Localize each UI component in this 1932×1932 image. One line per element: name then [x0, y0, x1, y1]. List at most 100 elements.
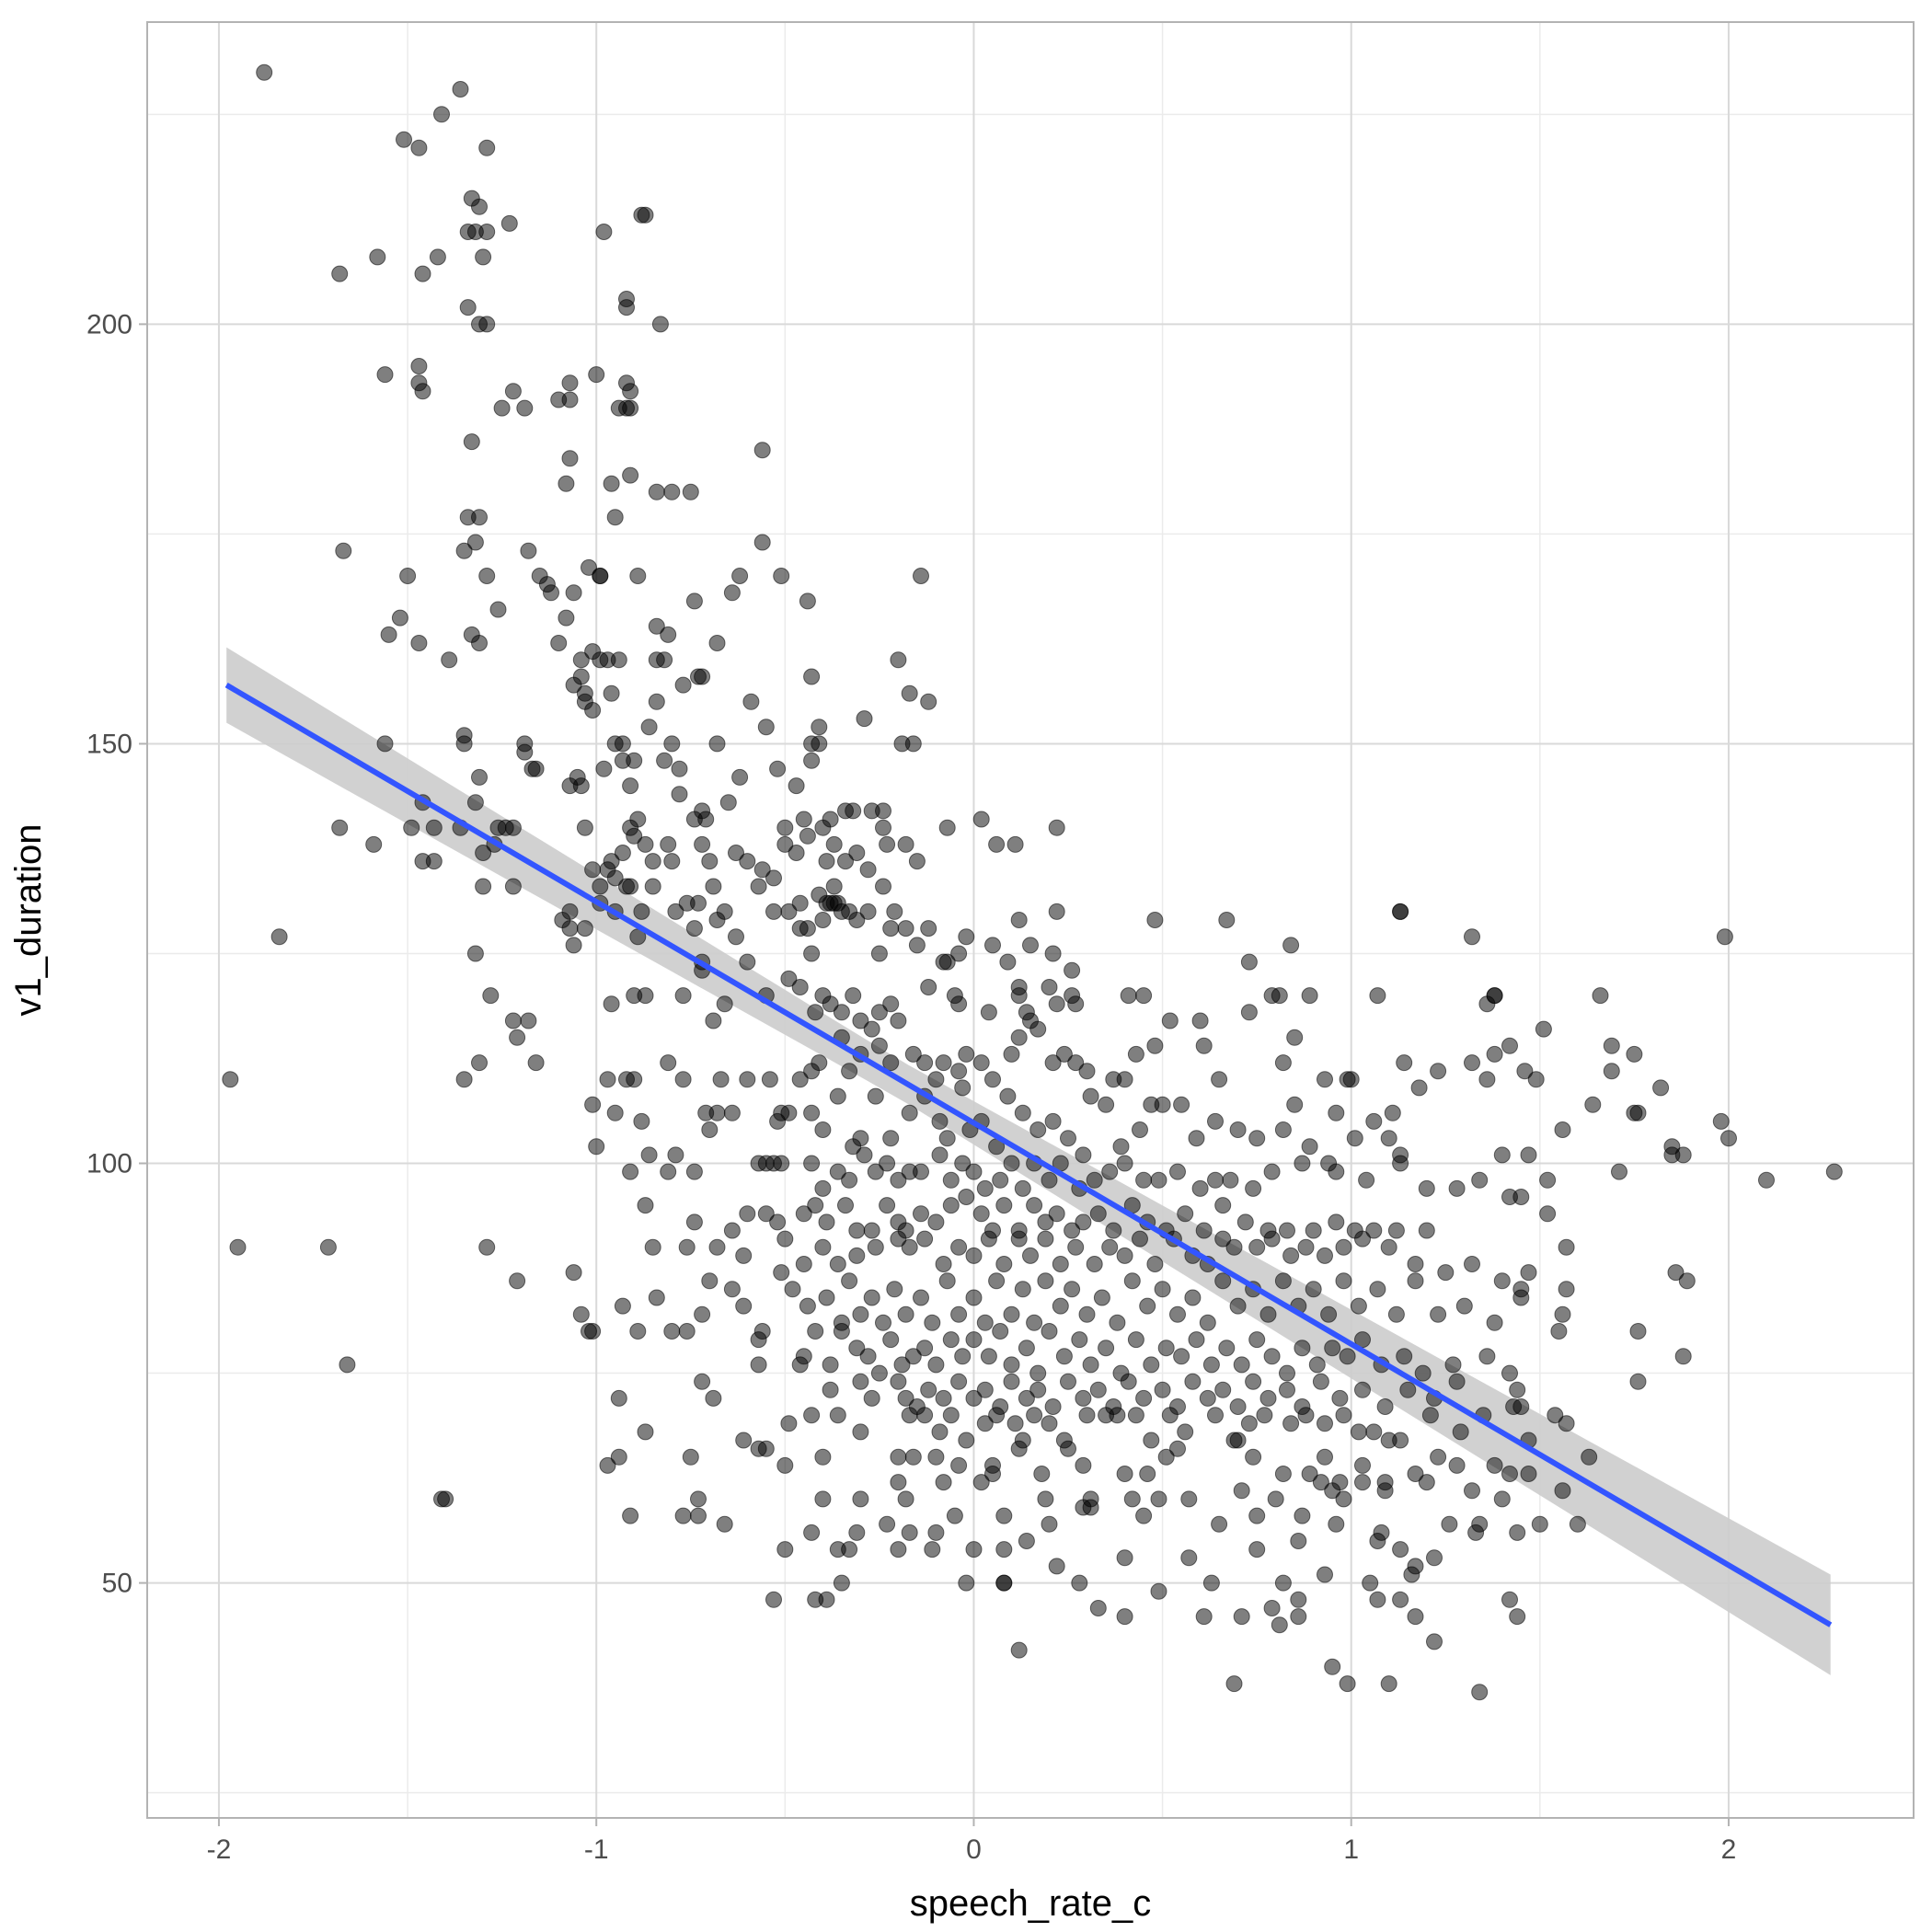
- data-point: [1026, 1314, 1043, 1331]
- data-point: [455, 735, 473, 753]
- data-point: [780, 1415, 798, 1432]
- data-point: [622, 1163, 639, 1180]
- data-point: [870, 1364, 888, 1382]
- data-point: [1290, 1533, 1307, 1549]
- data-point: [1037, 1490, 1054, 1508]
- data-point: [1335, 1407, 1352, 1424]
- data-point: [660, 1163, 677, 1180]
- data-point: [380, 626, 397, 643]
- data-point: [270, 928, 288, 946]
- data-point: [920, 693, 937, 710]
- data-point: [1290, 1591, 1307, 1608]
- data-point: [478, 139, 496, 156]
- data-point: [1259, 1305, 1277, 1323]
- data-point: [1603, 1037, 1620, 1054]
- data-point: [1486, 1456, 1503, 1474]
- data-point: [1554, 1482, 1571, 1500]
- data-point: [765, 1591, 782, 1608]
- data-point: [1222, 1171, 1239, 1189]
- data-point: [1629, 1104, 1647, 1121]
- data-point: [674, 1071, 692, 1088]
- data-point: [1354, 1331, 1371, 1349]
- data-point: [667, 903, 684, 920]
- data-point: [980, 1348, 997, 1365]
- data-point: [1256, 1407, 1273, 1424]
- data-point: [1078, 1305, 1096, 1323]
- data-point: [935, 953, 952, 971]
- data-point: [818, 1289, 835, 1306]
- data-point: [1003, 1155, 1020, 1172]
- data-point: [1225, 1238, 1243, 1256]
- data-point: [1712, 1112, 1730, 1130]
- data-point: [1667, 1264, 1685, 1282]
- data-point: [984, 937, 1001, 954]
- data-point: [1052, 1256, 1069, 1272]
- data-point: [1569, 1515, 1586, 1533]
- data-point: [1064, 1222, 1081, 1239]
- data-point: [765, 903, 782, 920]
- data-point: [595, 224, 613, 240]
- data-point: [901, 1407, 918, 1424]
- data-point: [769, 760, 787, 777]
- x-tick-label: 0: [966, 1834, 982, 1865]
- data-point: [1135, 1389, 1153, 1407]
- data-point: [1369, 1591, 1386, 1608]
- data-point: [1354, 1381, 1371, 1398]
- data-point: [739, 953, 756, 971]
- data-point: [1312, 1373, 1329, 1390]
- data-point: [1716, 928, 1733, 946]
- data-point: [870, 945, 888, 962]
- data-point: [972, 811, 990, 828]
- data-point: [1493, 1272, 1511, 1290]
- data-point: [1399, 1381, 1417, 1398]
- data-point: [660, 1054, 677, 1072]
- data-point: [776, 1456, 794, 1474]
- data-point: [795, 811, 812, 828]
- data-point: [1041, 1515, 1058, 1533]
- data-point: [731, 568, 749, 584]
- data-point: [950, 1063, 968, 1080]
- data-point: [1509, 1381, 1526, 1398]
- data-point: [1143, 1356, 1160, 1374]
- data-point: [1387, 1305, 1405, 1323]
- data-point: [1146, 912, 1164, 928]
- data-point: [814, 912, 832, 928]
- data-point: [1448, 1456, 1466, 1474]
- data-point: [735, 1247, 753, 1264]
- data-point: [852, 1490, 869, 1508]
- data-point: [716, 903, 733, 920]
- data-point: [1037, 1272, 1054, 1290]
- data-point: [995, 1256, 1013, 1272]
- data-point: [471, 198, 488, 215]
- data-point: [890, 1448, 907, 1466]
- data-point: [1581, 1448, 1598, 1466]
- data-point: [739, 1071, 756, 1088]
- data-point: [516, 743, 534, 761]
- data-point: [1207, 1171, 1224, 1189]
- data-point: [667, 1146, 684, 1164]
- data-point: [1139, 1466, 1156, 1482]
- data-point: [610, 1448, 627, 1466]
- data-point: [852, 1305, 869, 1323]
- data-point: [1282, 1415, 1300, 1432]
- data-point: [561, 903, 579, 920]
- data-point: [708, 1104, 726, 1121]
- data-point: [935, 1389, 952, 1407]
- data-point: [1674, 1146, 1692, 1164]
- data-point: [803, 945, 821, 962]
- data-point: [1029, 1121, 1047, 1138]
- data-point: [1135, 987, 1153, 1005]
- data-point: [1101, 1238, 1119, 1256]
- data-point: [1369, 987, 1386, 1005]
- data-point: [791, 979, 809, 995]
- data-point: [1384, 1104, 1401, 1121]
- data-point: [516, 399, 534, 417]
- data-point: [466, 945, 484, 962]
- data-point: [493, 399, 511, 417]
- data-point: [520, 542, 537, 559]
- data-point: [795, 1256, 812, 1272]
- data-point: [950, 1305, 968, 1323]
- data-point: [1520, 1264, 1537, 1282]
- data-point: [972, 1474, 990, 1491]
